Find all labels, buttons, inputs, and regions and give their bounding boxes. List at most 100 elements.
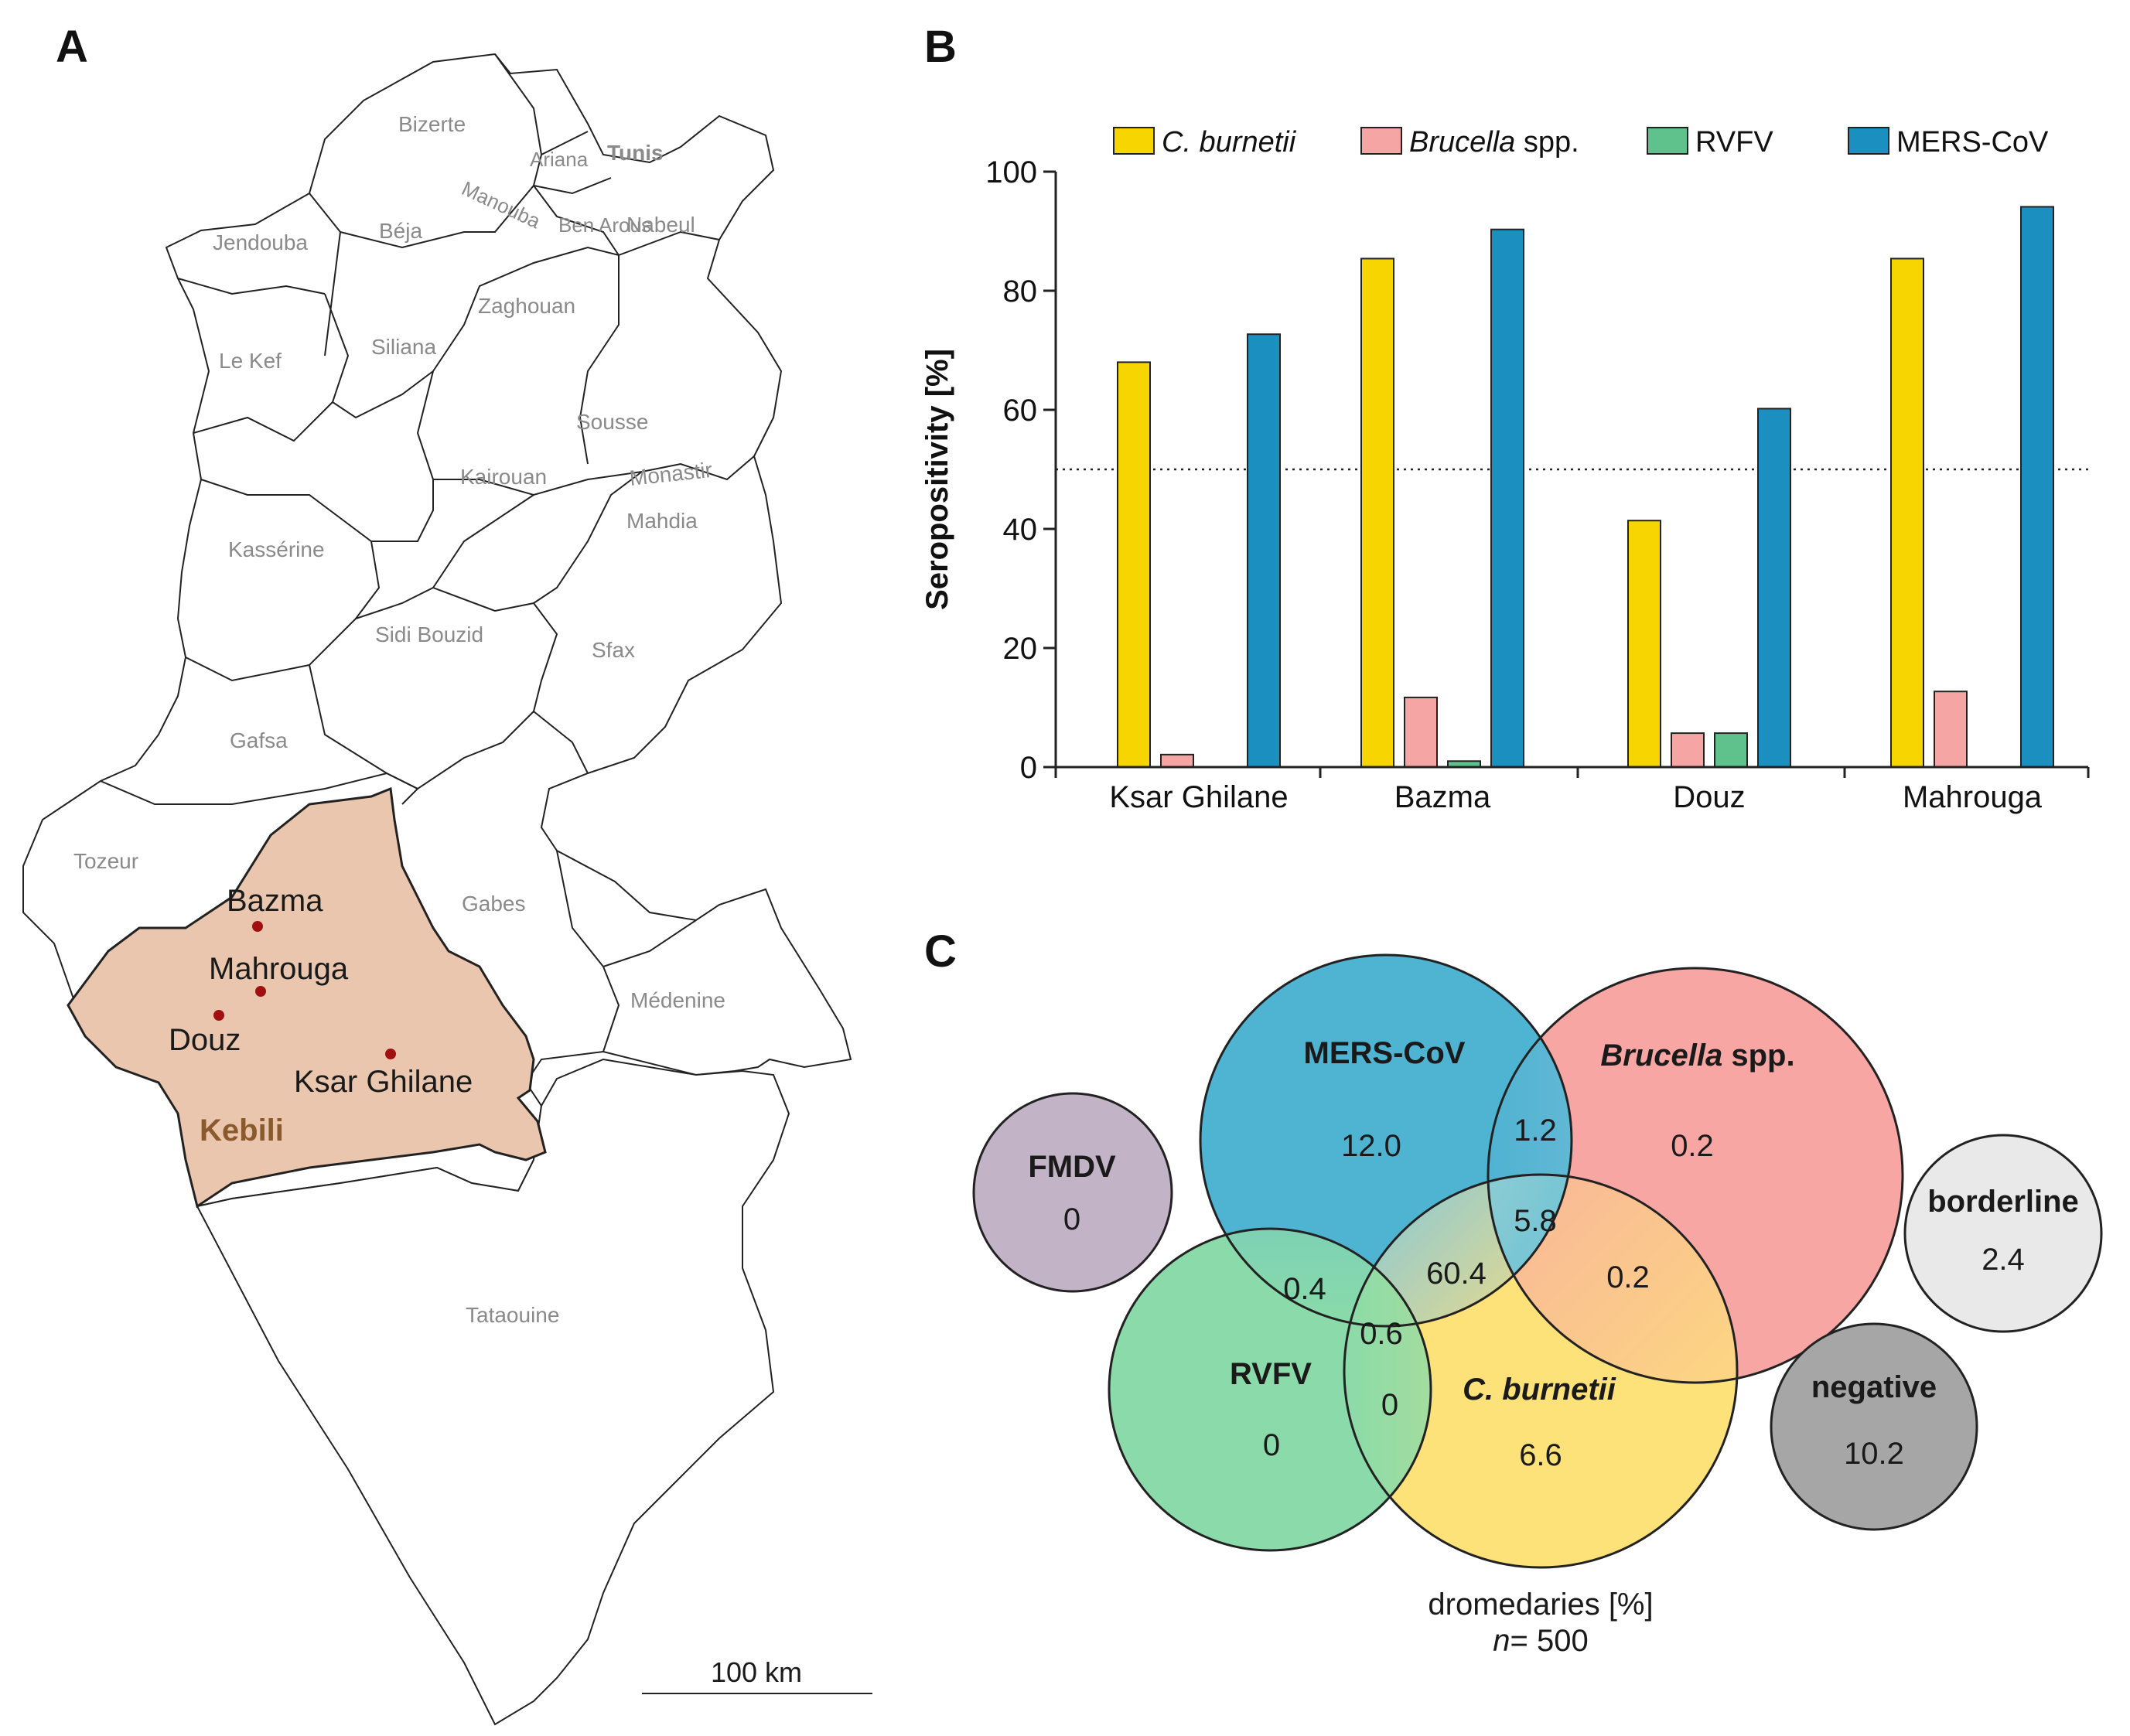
venn-outlines — [1108, 953, 1904, 1569]
legend-label-2: RVFV — [1695, 126, 1773, 159]
region-label-kairouan: Kairouan — [460, 465, 547, 489]
x-axis: Ksar Ghilane Bazma Douz Mahrouga — [1054, 766, 2090, 814]
site-label-ksar-ghilane: Ksar Ghilane — [294, 1065, 473, 1099]
site-label-mahrouga: Mahrouga — [209, 952, 349, 986]
venn-label-mers: MERS-CoV — [1304, 1036, 1466, 1070]
region-label-mahdia: Mahdia — [626, 509, 698, 533]
region-shape-kebili — [67, 786, 547, 1209]
region-label-le-kef: Le Kef — [219, 349, 282, 373]
region-label-tozeur: Tozeur — [73, 849, 138, 873]
region-label-ben-arous: Ben Arous — [558, 213, 651, 237]
region-label-siliana: Siliana — [371, 335, 436, 359]
legend-label-rest: spp. — [1515, 126, 1579, 159]
scale-bar: 100 km — [642, 1656, 872, 1694]
venn-overlap-mers-rvfv — [1200, 1229, 1431, 1326]
tunisia-map: Bizerte Ariana Tunis Manouba Ben Arous N… — [22, 53, 872, 1726]
region-label-jendouba: Jendouba — [213, 230, 308, 254]
standalone-value-fmdv: 0 — [1063, 1202, 1080, 1236]
region-label-tunis: Tunis — [607, 141, 664, 165]
scale-bar-label: 100 km — [711, 1656, 802, 1688]
panel-c-letter: C — [924, 926, 957, 977]
venn-label-brucella-italic: Brucella — [1600, 1039, 1722, 1073]
venn-label-rvfv: RVFV — [1230, 1357, 1312, 1391]
legend-label-0: C. burnetii — [1162, 126, 1297, 159]
legend-swatch-1 — [1360, 127, 1402, 155]
venn-value-mers-only: 12.0 — [1341, 1129, 1401, 1163]
venn-value-cburnetii-only: 6.6 — [1519, 1438, 1562, 1472]
bar-c-burnetii-ksar-ghilane — [1117, 361, 1151, 768]
x-tick-label: Bazma — [1394, 780, 1491, 814]
venn-value-brucella-only: 0.2 — [1671, 1129, 1714, 1163]
venn-value-mers-rvfv-cburnetii: 0.6 — [1360, 1317, 1403, 1351]
region-label-ariana: Ariana — [530, 148, 589, 171]
standalone-circle-fmdv — [972, 1092, 1173, 1293]
site-label-douz: Douz — [169, 1023, 241, 1057]
x-tick-label: Douz — [1673, 780, 1745, 814]
bar-c-burnetii-bazma — [1360, 258, 1394, 769]
legend-swatch-0 — [1113, 127, 1155, 155]
venn-value-brucella-cburnetii: 0.2 — [1606, 1260, 1650, 1294]
legend-swatch-2 — [1647, 127, 1688, 155]
legend-label-italic: C. burnetii — [1162, 126, 1297, 159]
standalone-circle-negative — [1770, 1322, 1978, 1531]
region-shape-tataouine — [196, 1058, 790, 1726]
site-label-bazma: Bazma — [227, 884, 323, 918]
y-axis-title: Seropositivity [%] — [920, 349, 954, 610]
y-tick-label: 0 — [1020, 751, 1037, 785]
venn-value-mers-brucella-cburnetii: 5.8 — [1514, 1204, 1557, 1238]
chart-legend: C. burnetii Brucella spp. RVFV MERS-CoV — [1113, 126, 2049, 159]
legend-swatch-3 — [1848, 127, 1889, 155]
region-label-medenine: Médenine — [630, 988, 725, 1012]
x-tick-label: Mahrouga — [1903, 780, 2043, 814]
bar-mers-cov-bazma — [1490, 228, 1524, 768]
bars — [1117, 206, 2054, 769]
panel-b-letter: B — [924, 22, 957, 72]
region-label-nabeul: Nabeul — [626, 213, 695, 237]
venn-value-mers-rvfv: 0.4 — [1283, 1272, 1326, 1306]
panel-a-letter: A — [56, 22, 88, 72]
venn-caption: dromedaries [%] — [1428, 1588, 1653, 1622]
venn-sample-size-n: n — [1493, 1624, 1510, 1658]
y-axis: 0 20 40 60 80 100 — [985, 155, 1057, 785]
site-dot-bazma — [252, 921, 263, 932]
region-label-beja: Béja — [379, 219, 422, 243]
kebili-label: Kebili — [200, 1114, 284, 1148]
venn-sample-size-value: = 500 — [1510, 1624, 1589, 1658]
standalone-label-negative: negative — [1811, 1370, 1937, 1404]
venn-value-rvfv-only: 0 — [1263, 1428, 1280, 1462]
standalone-label-fmdv: FMDV — [1028, 1150, 1116, 1184]
region-label-bizerte: Bizerte — [398, 112, 466, 136]
bar-mers-cov-douz — [1757, 408, 1791, 769]
bar-brucella-spp-mahrouga — [1934, 691, 1968, 769]
venn-value-mers-cburnetii: 60.4 — [1426, 1257, 1487, 1291]
standalone-value-negative: 10.2 — [1844, 1437, 1904, 1471]
site-dot-douz — [213, 1010, 224, 1021]
x-tick-label: Ksar Ghilane — [1109, 780, 1288, 814]
venn-value-mers-brucella: 1.2 — [1514, 1114, 1557, 1148]
y-tick-label: 60 — [1003, 394, 1038, 428]
y-tick-label: 40 — [1003, 513, 1038, 547]
region-label-gafsa: Gafsa — [230, 728, 288, 752]
legend-label-3: MERS-CoV — [1896, 126, 2049, 159]
legend-label-italic: Brucella — [1409, 126, 1515, 159]
y-tick-label: 100 — [985, 155, 1037, 189]
y-tick-label: 20 — [1003, 632, 1038, 666]
bar-mers-cov-mahrouga — [2020, 206, 2054, 768]
study-sites: Bazma Mahrouga Douz Ksar Ghilane Kebili — [169, 884, 473, 1148]
bar-c-burnetii-douz — [1627, 520, 1661, 768]
venn-label-brucella: Brucella spp. — [1600, 1039, 1794, 1073]
bar-mers-cov-ksar-ghilane — [1247, 333, 1281, 768]
bar-rvfv-douz — [1714, 732, 1748, 768]
venn-diagram: MERS-CoV Brucella spp. RVFV C. burnetii … — [972, 953, 2103, 1658]
bar-chart: C. burnetii Brucella spp. RVFV MERS-CoV 0 20… — [920, 126, 2090, 814]
region-label-gabes: Gabes — [462, 892, 526, 916]
bar-brucella-spp-douz — [1671, 732, 1705, 768]
site-dot-ksar-ghilane — [385, 1049, 396, 1059]
bar-brucella-spp-bazma — [1404, 696, 1438, 768]
region-borders — [100, 53, 755, 1052]
region-label-sidi-bouzid: Sidi Bouzid — [375, 622, 483, 646]
y-tick-label: 80 — [1003, 275, 1038, 309]
venn-value-rvfv-cburnetii: 0 — [1381, 1388, 1398, 1422]
region-label-sousse: Sousse — [576, 410, 648, 434]
bar-c-burnetii-mahrouga — [1890, 258, 1924, 769]
